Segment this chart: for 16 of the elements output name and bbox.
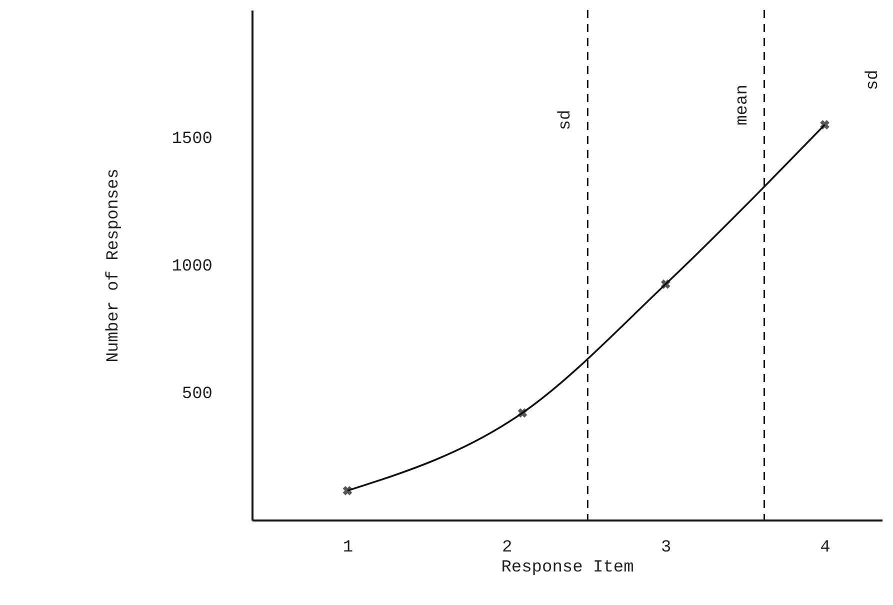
point — [342, 486, 352, 496]
y-tick-label: 500 — [182, 385, 212, 404]
x-tick-label: 3 — [661, 538, 672, 558]
point — [518, 408, 528, 418]
point — [660, 279, 670, 289]
x-tick-label: 4 — [820, 538, 830, 558]
x-axis-title: Response Item — [501, 558, 634, 578]
x-tick-label: 2 — [502, 538, 512, 558]
ref-line-label: mean — [733, 84, 752, 126]
annotation: sd — [864, 70, 883, 90]
ref-line-label: sd — [556, 110, 576, 130]
y-tick-label: 1500 — [172, 130, 212, 149]
y-tick-label: 1000 — [172, 258, 212, 276]
point — [820, 120, 830, 130]
y-axis-title: Number of Responses — [104, 168, 124, 362]
x-tick-label: 1 — [342, 538, 354, 558]
